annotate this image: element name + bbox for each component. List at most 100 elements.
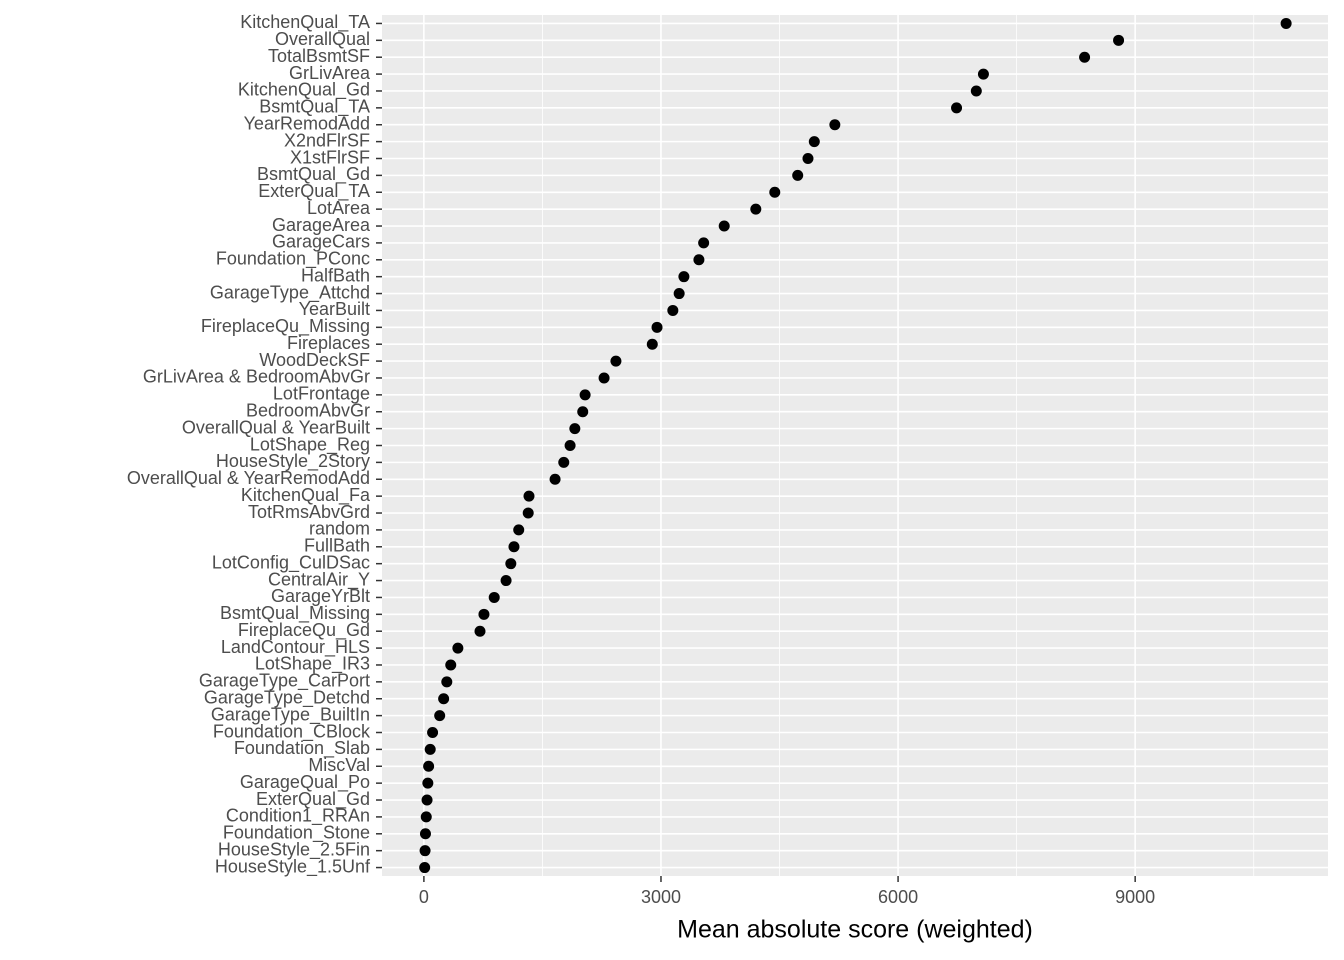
dot [434,710,446,722]
dot [441,676,453,688]
x-tick-label: 3000 [641,887,681,907]
y-tick-label: GrLivArea [289,63,371,83]
dot [523,490,535,502]
y-tick-label: Foundation_PConc [216,249,370,270]
dot [598,372,610,384]
y-tick-label: Foundation_Stone [223,823,370,844]
dot [970,85,982,97]
y-tick-label: HalfBath [301,265,370,285]
dot [419,845,431,857]
y-tick-label: LotShape_Reg [250,434,370,455]
y-tick-label: GarageQual_Po [240,772,370,793]
x-axis-title: Mean absolute score (weighted) [677,916,1033,944]
y-tick-label: LandContour_HLS [221,637,370,658]
dot [673,288,685,300]
dot [522,507,534,519]
y-tick-label: GarageType_Attchd [210,282,370,303]
y-tick-label: LotArea [307,198,371,218]
dot [569,423,581,435]
dot [419,862,431,874]
y-tick-label: random [309,519,370,539]
y-tick-label: FireplaceQu_Gd [238,620,370,641]
y-tick-label: X2ndFlrSF [284,130,370,150]
y-tick-label: GarageType_Detchd [204,687,370,708]
y-tick-label: ExterQual_Gd [256,789,370,810]
y-tick-label: LotShape_IR3 [255,654,370,675]
y-tick-label: CentralAir_Y [268,569,370,590]
dot [808,136,820,148]
dot [792,169,804,181]
dot [420,811,432,823]
y-tick-label: WoodDeckSF [259,350,370,370]
y-tick-label: Foundation_Slab [234,738,370,759]
y-tick-label: X1stFlrSF [290,147,370,167]
y-tick-label: BsmtQual_Gd [257,164,370,185]
y-tick-label: OverallQual [275,29,370,49]
dot [445,659,457,671]
dot [651,321,663,333]
y-tick-label: HouseStyle_1.5Unf [215,856,371,877]
y-tick-label: FullBath [304,536,370,556]
dot [423,760,435,772]
dot [829,119,841,131]
dot [1079,51,1091,63]
y-tick-label: GarageArea [272,215,371,235]
dot [693,254,705,266]
x-tick-label: 0 [419,887,429,907]
dot [579,389,591,401]
dot [438,693,450,705]
y-tick-label: GarageCars [272,232,370,252]
y-tick-label: BedroomAbvGr [246,400,370,420]
y-tick-label: GarageType_BuiltIn [211,704,370,725]
dot [513,524,525,536]
y-tick-label: GarageYrBlt [271,586,370,606]
dot [549,473,561,485]
y-tick-label: OverallQual & YearRemodAdd [127,468,370,488]
dot [802,153,814,164]
dot [474,625,486,637]
y-tick-label: GrLivArea & BedroomAbvGr [143,367,370,387]
dot [422,777,434,789]
dot [508,541,520,553]
dot [577,406,589,418]
dot [452,642,464,654]
dot [769,186,781,198]
dot [419,828,431,840]
dot [421,794,433,806]
x-tick-label: 6000 [878,887,918,907]
y-tick-label: OverallQual & YearBuilt [182,417,370,437]
y-tick-label: YearRemodAdd [244,113,370,133]
dot [977,68,989,80]
y-tick-label: HouseStyle_2.5Fin [218,839,370,860]
dot [427,727,439,738]
y-tick-label: LotConfig_CulDSac [212,552,370,573]
dot [1280,17,1292,29]
y-tick-label: KitchenQual_Fa [241,485,371,506]
x-tick-label: 9000 [1115,887,1155,907]
dot [646,338,658,350]
y-tick-label: GarageType_CarPort [199,671,370,692]
y-tick-label: FireplaceQu_Missing [201,316,370,337]
dot [558,456,570,468]
dot [667,304,679,316]
dot [505,558,517,570]
y-tick-label: TotalBsmtSF [268,46,370,66]
y-tick-label: MiscVal [308,755,370,775]
y-tick-label: BsmtQual_TA [259,97,370,118]
y-tick-label: Fireplaces [287,333,370,353]
dot [610,355,622,367]
y-tick-label: KitchenQual_TA [240,12,370,33]
dot [500,575,512,587]
dot [951,102,963,114]
dot [424,743,436,755]
y-tick-label: Foundation_CBlock [213,721,371,742]
dot [564,440,576,451]
dot [478,608,490,620]
dot [718,220,730,232]
y-tick-label: Condition1_RRAn [226,806,370,827]
y-tick-label: TotRmsAbvGrd [248,502,370,522]
y-tick-label: HouseStyle_2Story [216,451,370,472]
dot [488,591,500,603]
